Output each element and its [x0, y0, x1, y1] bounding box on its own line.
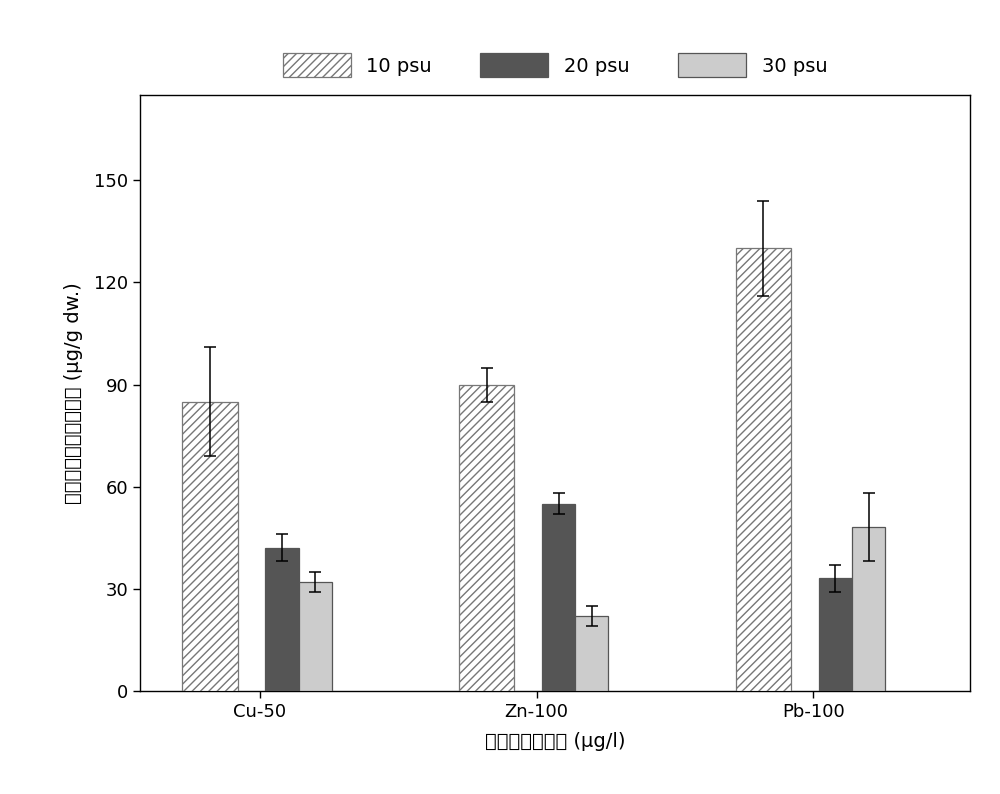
Bar	[819, 579, 852, 691]
Bar	[542, 503, 575, 691]
Y-axis label: 海葡萄的金属累积浓度 (μg/g dw.): 海葡萄的金属累积浓度 (μg/g dw.)	[64, 282, 83, 504]
Bar	[265, 548, 299, 691]
Bar	[575, 616, 608, 691]
Bar	[459, 384, 514, 691]
Legend: 10 psu, 20 psu, 30 psu: 10 psu, 20 psu, 30 psu	[275, 45, 835, 85]
Bar	[182, 402, 238, 691]
Bar	[299, 582, 332, 691]
Bar	[852, 527, 885, 691]
Bar	[736, 249, 791, 691]
X-axis label: 海水的金属浓度 (μg/l): 海水的金属浓度 (μg/l)	[485, 732, 625, 750]
